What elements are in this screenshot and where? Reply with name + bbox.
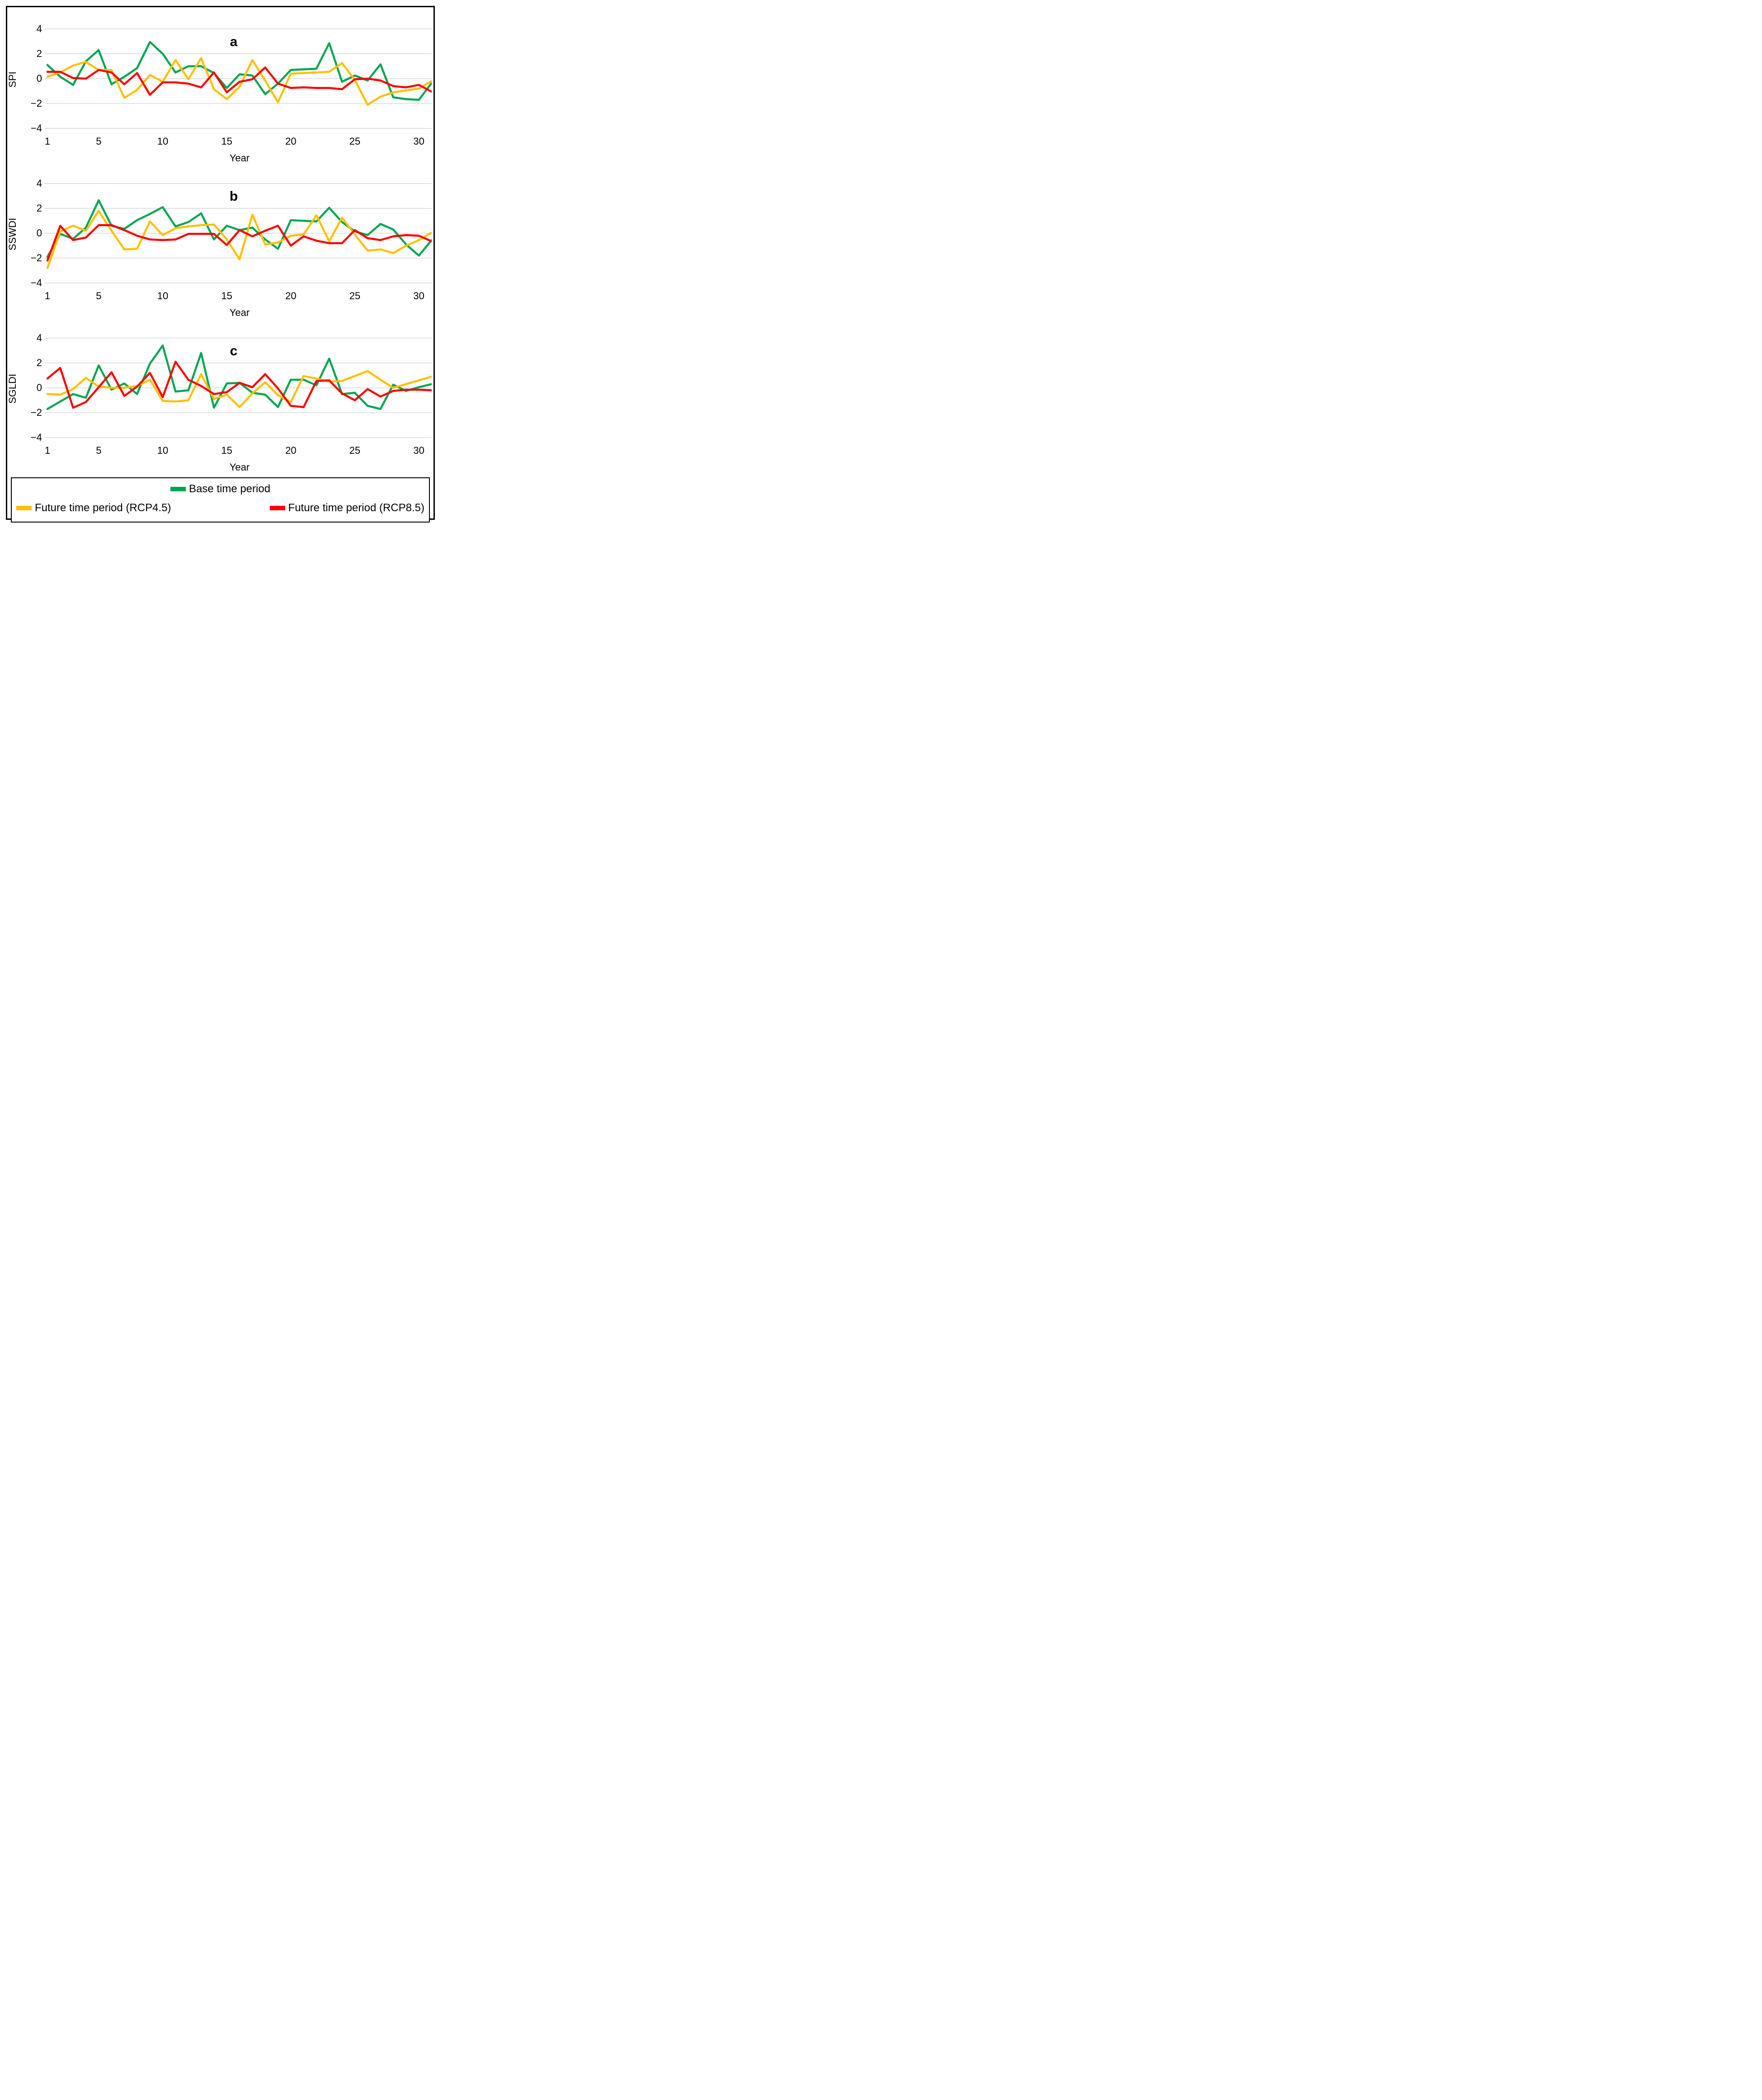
x-tick-label-30: 30 — [413, 445, 424, 456]
x-tick-label-20: 20 — [285, 136, 296, 147]
x-axis-title: Year — [230, 152, 250, 164]
x-tick-label-1: 1 — [45, 290, 50, 301]
legend-item-rcp85: Future time period (RCP8.5) — [269, 502, 424, 514]
legend-label-base: Base time period — [188, 483, 271, 495]
x-tick-label-10: 10 — [157, 445, 168, 456]
x-tick-label-25: 25 — [349, 136, 360, 147]
x-tick-label-1: 1 — [45, 136, 50, 147]
rcp45-series-line — [46, 370, 432, 408]
x-tick-label-10: 10 — [157, 290, 168, 301]
y-axis-title: SGLDI — [8, 374, 18, 404]
rcp85-series-swatch — [269, 506, 285, 510]
y-tick-label-2: 2 — [37, 202, 42, 214]
base-series-swatch — [170, 487, 186, 491]
rcp85-series-line — [46, 224, 432, 262]
rcp45-series-swatch — [16, 506, 32, 510]
panel-letter-c: c — [230, 344, 238, 358]
legend-label-rcp45: Future time period (RCP4.5) — [35, 502, 171, 514]
legend-row-2: Future time period (RCP4.5) Future time … — [12, 502, 429, 514]
x-tick-label-5: 5 — [96, 290, 101, 301]
y-tick-label-4: 4 — [37, 23, 42, 34]
rcp45-series-line — [46, 57, 432, 106]
y-tick-label-0: 0 — [37, 227, 42, 239]
rcp45-series-line — [46, 210, 432, 269]
figure-border-frame: 4 2 0 −2 −4 1 5 10 15 20 25 30 SPI Year a 4 2 0 −2 −4 1 5 10 1… — [6, 6, 435, 523]
x-tick-label-20: 20 — [285, 290, 296, 301]
x-tick-label-25: 25 — [349, 445, 360, 456]
y-tick-label--2: −2 — [31, 98, 42, 109]
rcp85-series-line — [46, 66, 432, 96]
y-tick-label-0: 0 — [37, 382, 42, 393]
chart-panel-c: 4 2 0 −2 −4 1 5 10 15 20 25 30 SGLDI Year c — [8, 320, 432, 475]
x-tick-label-5: 5 — [96, 445, 101, 456]
y-axis-title: SSWDI — [8, 218, 18, 250]
x-tick-label-1: 1 — [45, 445, 50, 456]
x-tick-label-15: 15 — [221, 136, 232, 147]
figure-page: 4 2 0 −2 −4 1 5 10 15 20 25 30 SPI Year a 4 2 0 −2 −4 1 5 10 1… — [0, 0, 441, 525]
legend-item-rcp45: Future time period (RCP4.5) — [16, 502, 171, 514]
y-tick-label-2: 2 — [37, 48, 42, 59]
panel-letter-a: a — [230, 34, 238, 49]
legend-box: Base time period Future time period (RCP… — [11, 477, 430, 523]
x-axis-title: Year — [230, 307, 250, 318]
x-tick-label-20: 20 — [285, 445, 296, 456]
base-series-line — [46, 41, 432, 101]
rcp85-series-line — [46, 361, 432, 409]
x-tick-label-30: 30 — [413, 136, 424, 147]
y-tick-label--2: −2 — [31, 407, 42, 418]
y-tick-label--4: −4 — [31, 122, 42, 134]
y-tick-label-4: 4 — [37, 332, 42, 344]
base-series-line — [46, 344, 432, 410]
x-tick-label-30: 30 — [413, 290, 424, 301]
x-tick-label-15: 15 — [221, 290, 232, 301]
panel-letter-b: b — [230, 189, 238, 204]
y-tick-label-4: 4 — [37, 178, 42, 189]
x-tick-label-5: 5 — [96, 136, 101, 147]
legend-row-1: Base time period — [12, 483, 429, 495]
x-tick-label-15: 15 — [221, 445, 232, 456]
y-tick-label-0: 0 — [37, 73, 42, 84]
chart-panel-a: 4 2 0 −2 −4 1 5 10 15 20 25 30 SPI Year a — [8, 11, 432, 165]
y-tick-label-2: 2 — [37, 357, 42, 368]
y-tick-label--4: −4 — [31, 277, 42, 288]
x-axis-title: Year — [230, 461, 250, 473]
chart-panel-b: 4 2 0 −2 −4 1 5 10 15 20 25 30 SSWDI Year b — [8, 165, 432, 320]
x-tick-label-25: 25 — [349, 290, 360, 301]
legend-label-rcp85: Future time period (RCP8.5) — [288, 502, 424, 514]
y-tick-label--4: −4 — [31, 432, 42, 443]
legend-item-base: Base time period — [170, 483, 270, 495]
x-tick-label-10: 10 — [157, 136, 168, 147]
y-tick-label--2: −2 — [31, 252, 42, 264]
base-series-line — [46, 199, 432, 258]
y-axis-title: SPI — [8, 71, 18, 87]
